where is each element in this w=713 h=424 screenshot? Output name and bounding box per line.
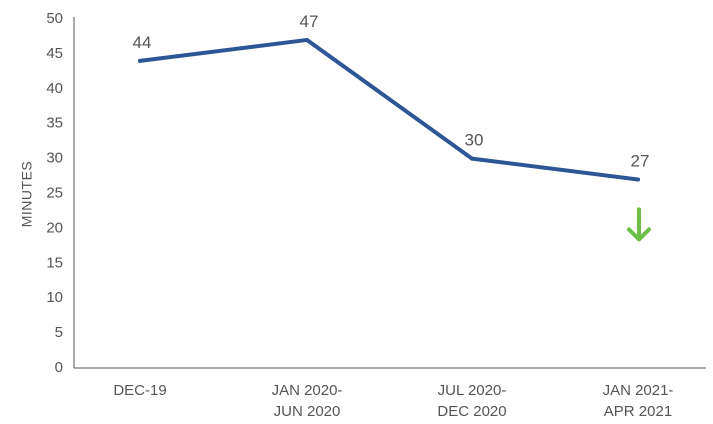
x-tick-label: DEC-19 xyxy=(113,382,166,399)
data-point xyxy=(138,58,142,63)
data-point xyxy=(305,37,309,42)
x-tick-label: JUL 2020-DEC 2020 xyxy=(437,382,506,420)
y-tick-label: 20 xyxy=(46,219,63,236)
x-tick-label: JAN 2021-APR 2021 xyxy=(603,382,674,420)
data-point xyxy=(636,177,640,182)
down-arrow-icon xyxy=(627,207,651,242)
y-tick-label: 35 xyxy=(46,115,63,132)
y-tick-label: 50 xyxy=(46,10,63,27)
data-label: 30 xyxy=(465,131,484,150)
y-tick-label: 30 xyxy=(46,150,63,167)
y-tick-label: 45 xyxy=(46,45,63,62)
y-tick-label: 15 xyxy=(46,254,63,271)
data-label: 47 xyxy=(300,12,319,31)
data-label: 27 xyxy=(631,152,650,171)
y-tick-label: 0 xyxy=(55,359,63,376)
y-tick-label: 10 xyxy=(46,289,63,306)
y-tick-label: 25 xyxy=(46,184,63,201)
y-tick-label: 40 xyxy=(46,80,63,97)
series-line xyxy=(138,37,640,182)
x-tick-label: JAN 2020-JUN 2020 xyxy=(272,382,343,420)
y-tick-label: 5 xyxy=(55,324,63,341)
data-label: 44 xyxy=(133,33,152,52)
data-point xyxy=(470,156,474,161)
y-axis-title: MINUTES xyxy=(19,161,35,228)
